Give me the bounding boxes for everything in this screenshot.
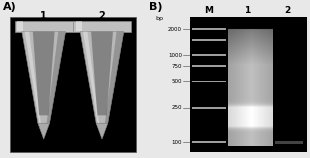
Bar — [190, 17, 307, 152]
Polygon shape — [76, 21, 82, 31]
Text: A): A) — [3, 2, 17, 12]
Polygon shape — [96, 123, 108, 139]
Polygon shape — [25, 32, 41, 123]
Text: 1: 1 — [40, 11, 47, 21]
Text: 500: 500 — [171, 79, 182, 84]
Polygon shape — [17, 21, 23, 31]
Polygon shape — [83, 32, 99, 123]
Bar — [192, 81, 226, 82]
Text: 1: 1 — [245, 6, 251, 15]
Polygon shape — [15, 21, 73, 32]
Text: 1000: 1000 — [168, 53, 182, 58]
Polygon shape — [105, 32, 124, 123]
Polygon shape — [33, 32, 55, 115]
Text: 2: 2 — [284, 6, 290, 15]
Text: 750: 750 — [171, 64, 182, 69]
Bar — [192, 141, 226, 143]
Bar — [192, 28, 226, 30]
Polygon shape — [22, 32, 65, 123]
Text: 2: 2 — [99, 11, 105, 21]
Polygon shape — [91, 32, 113, 115]
Text: 100: 100 — [171, 140, 182, 145]
Bar — [192, 107, 226, 109]
Polygon shape — [73, 21, 131, 32]
Bar — [10, 17, 135, 152]
Bar — [192, 65, 226, 67]
Text: B): B) — [149, 2, 162, 12]
Text: bp: bp — [156, 16, 164, 21]
Bar — [192, 54, 226, 56]
Polygon shape — [80, 32, 124, 123]
Bar — [276, 141, 303, 144]
Bar — [192, 39, 226, 41]
Polygon shape — [46, 32, 65, 123]
Text: 2000: 2000 — [168, 27, 182, 31]
Text: 250: 250 — [171, 105, 182, 110]
Polygon shape — [38, 123, 50, 139]
Text: M: M — [204, 6, 213, 15]
